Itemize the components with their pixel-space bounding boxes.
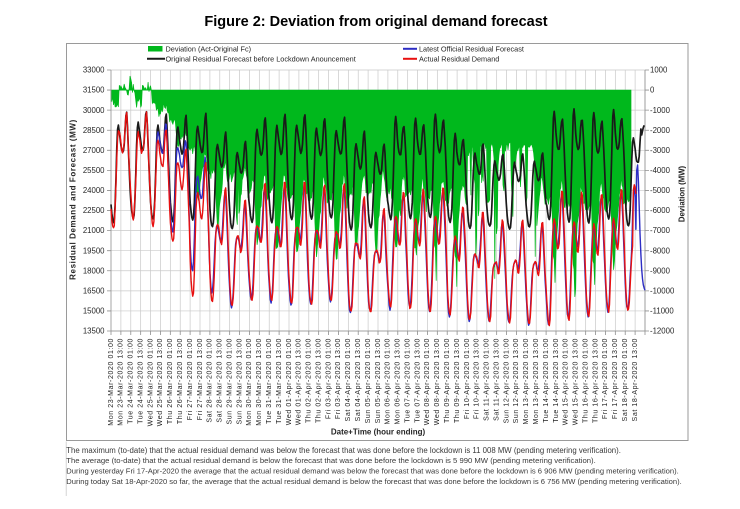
svg-text:Mon 30-Mar-2020 01:00: Mon 30-Mar-2020 01:00 (246, 338, 253, 426)
svg-text:The maximum (to-date) that the: The maximum (to-date) that the actual re… (66, 446, 621, 455)
svg-text:15000: 15000 (83, 307, 105, 316)
svg-text:Sat 28-Mar-2020 13:00: Sat 28-Mar-2020 13:00 (217, 338, 224, 423)
svg-text:18000: 18000 (83, 266, 105, 275)
svg-text:Residual Demand and Forecast (: Residual Demand and Forecast (MW) (69, 119, 78, 280)
svg-text:Figure 2: Deviation from origi: Figure 2: Deviation from original demand… (204, 14, 547, 30)
svg-text:Actual Residual Demand: Actual Residual Demand (419, 54, 499, 63)
svg-text:Sat 11-Apr-2020 01:00: Sat 11-Apr-2020 01:00 (484, 338, 491, 421)
svg-text:Mon 23-Mar-2020 13:00: Mon 23-Mar-2020 13:00 (118, 338, 125, 426)
svg-text:Tue 14-Apr-2020 13:00: Tue 14-Apr-2020 13:00 (553, 338, 560, 423)
svg-text:Original Residual Forecast bef: Original Residual Forecast before Lockdo… (166, 54, 356, 63)
svg-text:19500: 19500 (83, 246, 105, 255)
svg-text:Thu 26-Mar-2020 13:00: Thu 26-Mar-2020 13:00 (177, 338, 184, 424)
svg-text:Fri 17-Apr-2020 13:00: Fri 17-Apr-2020 13:00 (612, 338, 619, 419)
svg-text:-11000: -11000 (650, 307, 674, 316)
svg-text:Thu 02-Apr-2020 01:00: Thu 02-Apr-2020 01:00 (306, 338, 313, 423)
svg-text:-3000: -3000 (650, 146, 671, 155)
svg-text:1000: 1000 (650, 66, 668, 75)
svg-text:Wed 15-Apr-2020 13:00: Wed 15-Apr-2020 13:00 (573, 338, 580, 425)
svg-text:30000: 30000 (83, 106, 105, 115)
svg-text:Wed 01-Apr-2020 13:00: Wed 01-Apr-2020 13:00 (296, 338, 303, 425)
svg-text:-2000: -2000 (650, 126, 671, 135)
svg-text:Sat 04-Apr-2020 01:00: Sat 04-Apr-2020 01:00 (345, 338, 352, 421)
svg-text:Sat 04-Apr-2020 13:00: Sat 04-Apr-2020 13:00 (355, 338, 362, 421)
svg-text:31500: 31500 (83, 86, 105, 95)
svg-text:28500: 28500 (83, 126, 105, 135)
svg-text:Tue 14-Apr-2020 01:00: Tue 14-Apr-2020 01:00 (543, 338, 550, 423)
svg-text:Mon 23-Mar-2020 01:00: Mon 23-Mar-2020 01:00 (108, 338, 115, 426)
svg-text:Thu 26-Mar-2020 01:00: Thu 26-Mar-2020 01:00 (167, 338, 174, 424)
svg-text:25500: 25500 (83, 166, 105, 175)
svg-text:Thu 09-Apr-2020 13:00: Thu 09-Apr-2020 13:00 (454, 338, 461, 423)
svg-text:Fri 17-Apr-2020 01:00: Fri 17-Apr-2020 01:00 (602, 338, 609, 419)
svg-text:Sun 29-Mar-2020 13:00: Sun 29-Mar-2020 13:00 (236, 338, 243, 425)
svg-text:Wed 25-Mar-2020 13:00: Wed 25-Mar-2020 13:00 (157, 338, 164, 426)
svg-text:Mon 06-Apr-2020 01:00: Mon 06-Apr-2020 01:00 (385, 338, 392, 425)
svg-text:33000: 33000 (83, 66, 105, 75)
svg-text:-10000: -10000 (650, 286, 675, 295)
svg-text:Tue 07-Apr-2020 13:00: Tue 07-Apr-2020 13:00 (414, 338, 421, 423)
svg-text:-9000: -9000 (650, 266, 671, 275)
svg-text:During yesterday Fri 17-Apr-20: During yesterday Fri 17-Apr-2020 the ave… (66, 467, 678, 476)
svg-text:Sun 05-Apr-2020 13:00: Sun 05-Apr-2020 13:00 (375, 338, 382, 423)
svg-text:0: 0 (650, 86, 655, 95)
svg-text:24000: 24000 (83, 186, 105, 195)
svg-text:Wed 15-Apr-2020 01:00: Wed 15-Apr-2020 01:00 (563, 338, 570, 425)
svg-text:Fri 27-Mar-2020 13:00: Fri 27-Mar-2020 13:00 (197, 338, 204, 420)
svg-text:-1000: -1000 (650, 106, 671, 115)
svg-text:Fri 10-Apr-2020 13:00: Fri 10-Apr-2020 13:00 (474, 338, 481, 419)
svg-text:Mon 13-Apr-2020 01:00: Mon 13-Apr-2020 01:00 (523, 338, 530, 425)
svg-text:13500: 13500 (83, 327, 105, 336)
svg-text:Tue 07-Apr-2020 01:00: Tue 07-Apr-2020 01:00 (404, 338, 411, 423)
svg-text:Mon 06-Apr-2020 13:00: Mon 06-Apr-2020 13:00 (395, 338, 402, 425)
svg-text:Tue 31-Mar-2020 01:00: Tue 31-Mar-2020 01:00 (266, 338, 273, 424)
svg-text:Fri 27-Mar-2020 01:00: Fri 27-Mar-2020 01:00 (187, 338, 194, 420)
svg-text:Wed 08-Apr-2020 13:00: Wed 08-Apr-2020 13:00 (434, 338, 441, 425)
svg-text:Sat 11-Apr-2020 13:00: Sat 11-Apr-2020 13:00 (493, 338, 500, 421)
svg-text:Wed 25-Mar-2020 01:00: Wed 25-Mar-2020 01:00 (147, 338, 154, 426)
svg-text:27000: 27000 (83, 146, 105, 155)
svg-text:Sun 29-Mar-2020 01:00: Sun 29-Mar-2020 01:00 (226, 338, 233, 425)
svg-text:-6000: -6000 (650, 206, 671, 215)
svg-text:Thu 09-Apr-2020 01:00: Thu 09-Apr-2020 01:00 (444, 338, 451, 423)
svg-text:Sat 28-Mar-2020 01:00: Sat 28-Mar-2020 01:00 (207, 338, 214, 423)
svg-text:Fri 03-Apr-2020 13:00: Fri 03-Apr-2020 13:00 (335, 338, 342, 419)
svg-text:16500: 16500 (83, 286, 105, 295)
svg-text:21000: 21000 (83, 226, 105, 235)
svg-text:Sat 18-Apr-2020 13:00: Sat 18-Apr-2020 13:00 (632, 338, 639, 421)
svg-text:Wed 08-Apr-2020 01:00: Wed 08-Apr-2020 01:00 (424, 338, 431, 425)
svg-text:Fri 10-Apr-2020 01:00: Fri 10-Apr-2020 01:00 (464, 338, 471, 419)
svg-text:-8000: -8000 (650, 246, 671, 255)
svg-text:-12000: -12000 (650, 327, 675, 336)
svg-text:Sun 12-Apr-2020 13:00: Sun 12-Apr-2020 13:00 (513, 338, 520, 423)
svg-text:Deviation (Act-Original Fc): Deviation (Act-Original Fc) (166, 45, 252, 54)
svg-text:Sat 18-Apr-2020 01:00: Sat 18-Apr-2020 01:00 (622, 338, 629, 421)
svg-text:The average (to-date) that the: The average (to-date) that the actual re… (66, 456, 595, 465)
svg-text:Sun 12-Apr-2020 01:00: Sun 12-Apr-2020 01:00 (503, 338, 510, 423)
svg-text:Thu 16-Apr-2020 01:00: Thu 16-Apr-2020 01:00 (582, 338, 589, 423)
svg-text:22500: 22500 (83, 206, 105, 215)
svg-text:Fri 03-Apr-2020 01:00: Fri 03-Apr-2020 01:00 (325, 338, 332, 419)
svg-text:Mon 13-Apr-2020 13:00: Mon 13-Apr-2020 13:00 (533, 338, 540, 425)
svg-text:Latest Official Residual Forec: Latest Official Residual Forecast (419, 45, 524, 54)
svg-text:-7000: -7000 (650, 226, 671, 235)
svg-text:-4000: -4000 (650, 166, 671, 175)
svg-text:Tue 24-Mar-2020 13:00: Tue 24-Mar-2020 13:00 (137, 338, 144, 424)
svg-text:Tue 24-Mar-2020 01:00: Tue 24-Mar-2020 01:00 (128, 338, 135, 424)
svg-text:-5000: -5000 (650, 186, 671, 195)
svg-text:Tue 31-Mar-2020 13:00: Tue 31-Mar-2020 13:00 (276, 338, 283, 424)
svg-text:Thu 16-Apr-2020 13:00: Thu 16-Apr-2020 13:00 (592, 338, 599, 423)
svg-text:During today Sat 18-Apr-2020 s: During today Sat 18-Apr-2020 so far, the… (66, 477, 681, 486)
svg-text:Deviation (MW): Deviation (MW) (678, 165, 687, 222)
svg-text:Sun 05-Apr-2020 01:00: Sun 05-Apr-2020 01:00 (365, 338, 372, 423)
svg-text:Mon 30-Mar-2020 13:00: Mon 30-Mar-2020 13:00 (256, 338, 263, 426)
svg-text:Wed 01-Apr-2020 01:00: Wed 01-Apr-2020 01:00 (286, 338, 293, 425)
svg-text:Date+Time (hour ending): Date+Time (hour ending) (331, 428, 426, 437)
svg-text:Thu 02-Apr-2020 13:00: Thu 02-Apr-2020 13:00 (315, 338, 322, 423)
